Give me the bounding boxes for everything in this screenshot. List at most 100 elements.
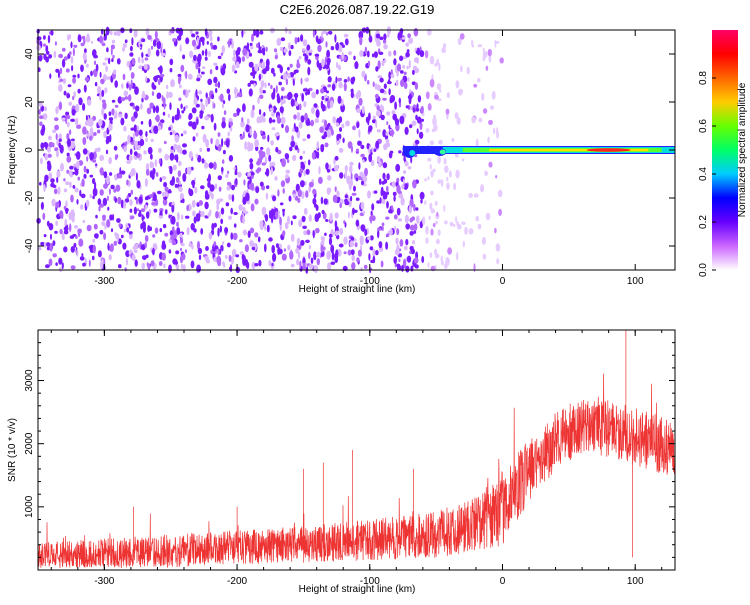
- heatmap-cell: [411, 81, 416, 86]
- heatmap-cell: [180, 263, 184, 269]
- heatmap-cell: [130, 189, 134, 195]
- heatmap-cell: [424, 200, 427, 206]
- heatmap-cell: [259, 94, 264, 100]
- heatmap-cell: [72, 74, 77, 78]
- heatmap-cell: [141, 38, 146, 43]
- heatmap-cell: [285, 174, 289, 179]
- heatmap-cell: [444, 165, 449, 173]
- heatmap-cell: [247, 172, 252, 177]
- heatmap-cell: [77, 176, 81, 181]
- heatmap-cell: [151, 82, 155, 89]
- heatmap-cell: [409, 224, 415, 231]
- heatmap-cell: [123, 126, 127, 132]
- heatmap-cell: [82, 126, 87, 135]
- heatmap-cell: [326, 57, 331, 64]
- heatmap-cell: [120, 117, 125, 126]
- heatmap-cell: [188, 89, 191, 93]
- heatmap-cell: [73, 44, 78, 48]
- heatmap-cell: [338, 116, 343, 123]
- heatmap-cell: [396, 228, 400, 236]
- heatmap-cell: [355, 148, 360, 153]
- heatmap-cell: [117, 96, 123, 104]
- heatmap-cell: [261, 47, 266, 53]
- heatmap-cell: [197, 154, 202, 163]
- heatmap-cell: [134, 259, 138, 267]
- heatmap-cell: [240, 135, 244, 140]
- heatmap-cell: [63, 90, 67, 96]
- heatmap-cell: [190, 223, 195, 231]
- heatmap-cell: [242, 103, 246, 113]
- heatmap-cell: [391, 181, 396, 188]
- y-tick-label: 40: [24, 48, 35, 60]
- heatmap-cell: [254, 263, 259, 267]
- heatmap-cell: [97, 198, 102, 206]
- heatmap-cell: [181, 253, 186, 261]
- heatmap-cell: [43, 184, 46, 193]
- heatmap-cell: [358, 97, 363, 106]
- heatmap-cell: [329, 187, 332, 193]
- heatmap-cell: [281, 253, 287, 261]
- heatmap-cell: [196, 118, 199, 125]
- heatmap-cell: [399, 29, 403, 39]
- heatmap-cell: [208, 162, 214, 169]
- heatmap-cell: [216, 257, 220, 261]
- heatmap-cell: [200, 98, 203, 103]
- heatmap-cell: [473, 263, 476, 273]
- heatmap-cell: [266, 185, 270, 190]
- heatmap-cell: [419, 191, 425, 200]
- heatmap-cell: [101, 89, 105, 97]
- heatmap-cell: [396, 184, 401, 194]
- heatmap-cell: [249, 227, 255, 234]
- heatmap-cell: [268, 237, 273, 242]
- heatmap-cell: [161, 252, 166, 261]
- heatmap-cell: [233, 212, 238, 215]
- heatmap-cell: [383, 33, 387, 41]
- heatmap-cell: [302, 138, 307, 142]
- heatmap-cell: [85, 115, 88, 121]
- heatmap-cell: [119, 167, 122, 176]
- heatmap-cell: [447, 247, 452, 255]
- heatmap-cell: [57, 70, 61, 79]
- heatmap-cell: [292, 193, 296, 199]
- heatmap-cell: [158, 261, 163, 266]
- heatmap-cell: [356, 108, 361, 114]
- heatmap-cell: [260, 130, 263, 135]
- heatmap-cell: [113, 31, 118, 36]
- heatmap-cell: [51, 198, 56, 207]
- heatmap-cell: [235, 88, 239, 93]
- heatmap-cell: [281, 87, 285, 92]
- heatmap-cell: [287, 215, 290, 225]
- heatmap-cell: [221, 121, 226, 129]
- heatmap-cell: [297, 197, 301, 203]
- heatmap-cell: [475, 138, 479, 148]
- heatmap-cell: [58, 133, 62, 141]
- heatmap-cell: [268, 117, 273, 124]
- heatmap-cell: [242, 229, 248, 236]
- heatmap-cell: [414, 139, 420, 145]
- heatmap-cell: [259, 181, 264, 187]
- heatmap-cell: [141, 93, 146, 99]
- heatmap-cell: [278, 248, 283, 255]
- heatmap-cell: [118, 264, 122, 269]
- heatmap-cell: [302, 262, 306, 270]
- heatmap-cell: [362, 175, 368, 183]
- heatmap-cell: [475, 216, 480, 222]
- heatmap-cell: [144, 235, 149, 242]
- heatmap-cell: [42, 113, 48, 120]
- heatmap-cell: [113, 69, 117, 75]
- heatmap-cell: [202, 133, 207, 143]
- colorbar-tick-label: 0.0: [698, 263, 709, 277]
- heatmap-cell: [62, 47, 66, 52]
- heatmap-cell: [222, 159, 225, 164]
- heatmap-cell: [321, 209, 325, 215]
- heatmap-cell: [300, 77, 303, 85]
- heatmap-cell: [140, 208, 146, 213]
- heatmap-cell: [375, 140, 380, 149]
- heatmap-cell: [185, 105, 189, 109]
- colorbar-ticks: 0.00.20.40.60.8: [698, 71, 716, 277]
- heatmap-cell: [221, 167, 224, 172]
- heatmap-cell: [427, 157, 432, 162]
- heatmap-cell: [141, 52, 144, 58]
- heatmap-cell: [190, 260, 195, 269]
- heatmap-cell: [416, 215, 420, 224]
